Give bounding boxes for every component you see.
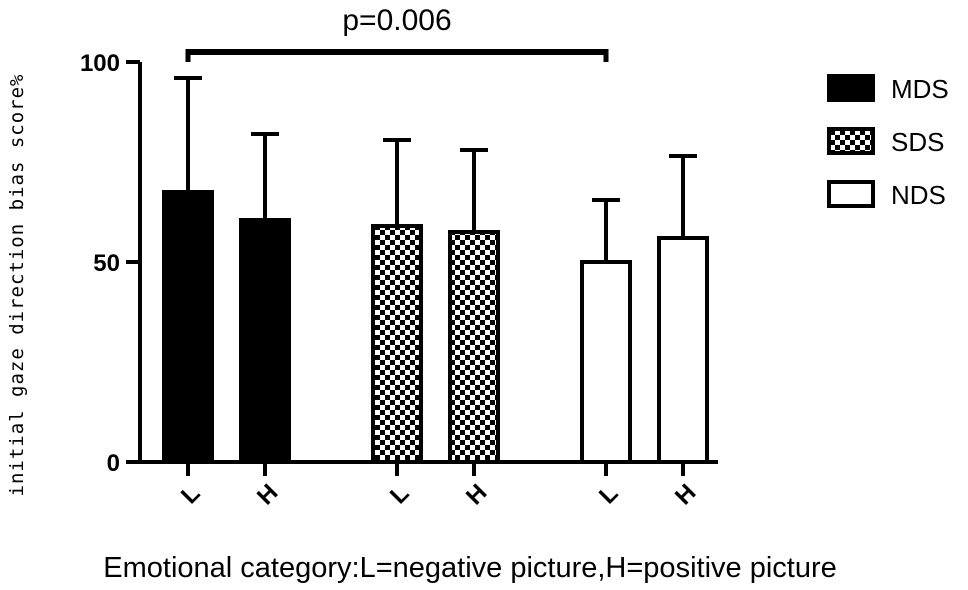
y-tick-label: 0: [107, 450, 120, 477]
legend-swatch-sds: [827, 127, 875, 155]
bar-sds-l: [371, 224, 423, 464]
y-axis: 0 50 100: [80, 50, 142, 477]
legend-swatch-mds: [827, 74, 875, 102]
x-axis-label: Emotional category:L=negative picture,H=…: [103, 552, 836, 584]
p-value-label: p=0.006: [342, 4, 451, 37]
significance-annotation: p=0.006: [185, 4, 609, 62]
x-tick-label: H: [252, 479, 283, 510]
legend-label-nds: NDS: [891, 180, 946, 210]
legend-swatch-nds: [827, 180, 875, 208]
legend: MDS SDS NDS: [827, 74, 949, 210]
bar-mds-h: [239, 218, 291, 464]
y-tick-label: 100: [80, 50, 120, 77]
bar-mds-l: [162, 190, 214, 464]
legend-label-sds: SDS: [891, 127, 944, 157]
y-ticks: 0 50 100: [80, 50, 140, 477]
x-tick-label: L: [385, 480, 414, 509]
y-tick-label: 50: [93, 250, 120, 277]
bar-sds-h: [448, 230, 500, 464]
bars-layer: [162, 190, 709, 464]
x-tick-label: H: [670, 479, 701, 510]
x-tick-label: L: [176, 480, 205, 509]
bar-nds-l: [580, 260, 632, 464]
x-tick-label: L: [594, 480, 623, 509]
y-axis-label: initial gaze direction bias score%: [6, 74, 28, 497]
error-bars-layer: [174, 76, 697, 262]
bar-nds-h: [657, 236, 709, 464]
legend-label-mds: MDS: [891, 74, 949, 104]
x-tick-label: H: [461, 479, 492, 510]
